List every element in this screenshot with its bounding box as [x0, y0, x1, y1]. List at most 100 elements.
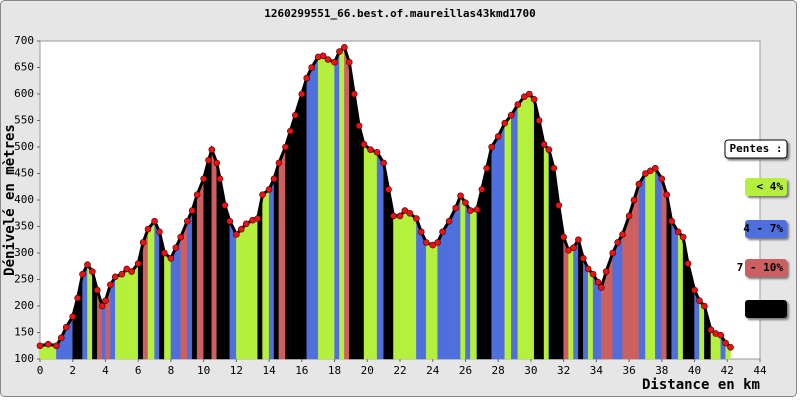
x-tick-label: 40	[688, 364, 701, 377]
profile-line	[39, 44, 732, 349]
x-tick-label: 10	[197, 364, 210, 377]
profile-point	[156, 228, 163, 236]
x-tick-label: 0	[37, 364, 44, 377]
legend-label: 4 - 7%	[743, 222, 783, 235]
profile-point	[501, 119, 509, 127]
slope-segment	[187, 210, 193, 360]
slope-segment	[115, 273, 123, 360]
slope-segment	[650, 167, 656, 360]
slope-segment	[208, 149, 213, 360]
slope-segment	[224, 205, 231, 360]
x-tick-label: 44	[753, 364, 767, 377]
slope-segment	[142, 229, 149, 360]
profile-point	[445, 217, 453, 225]
profile-point	[467, 207, 474, 214]
profile	[39, 46, 731, 360]
profile-point	[74, 294, 81, 302]
slope-segment	[322, 55, 329, 360]
x-tick-label: 28	[492, 364, 505, 377]
x-tick-label: 2	[69, 364, 76, 377]
slope-segment	[470, 209, 478, 360]
legend-swatch	[745, 259, 787, 277]
profile-point	[139, 239, 147, 246]
profile-point	[188, 207, 196, 214]
profile-point	[308, 64, 315, 71]
slope-segment	[533, 99, 540, 360]
x-tick-label: 42	[721, 364, 734, 377]
slope-segment	[421, 231, 427, 360]
profile-point	[717, 331, 725, 339]
profile-point	[69, 313, 77, 320]
y-axis-label: Dénivelé en mètres	[2, 124, 18, 276]
legend-label: < 4%	[757, 180, 784, 193]
profile-point	[550, 164, 558, 172]
slope-segment	[497, 123, 505, 360]
profile-point	[540, 141, 548, 148]
profile-point	[555, 202, 563, 209]
x-tick-label: 22	[393, 364, 406, 377]
profile-point	[331, 58, 338, 66]
slope-segment	[416, 218, 422, 360]
slope-segment	[82, 264, 88, 360]
y-tick-label: 200	[14, 299, 34, 312]
y-tick-label: 150	[14, 326, 34, 339]
slope-segment	[211, 149, 217, 360]
profile-point	[282, 143, 289, 151]
profile-point	[575, 236, 582, 244]
x-tick-label: 12	[230, 364, 243, 377]
slope-segment	[597, 281, 602, 360]
profile-point	[390, 212, 397, 220]
profile-point	[291, 111, 299, 119]
slope-segment	[481, 168, 487, 360]
chart-title: 1260299551_66.best.of.maureillas43kmd170…	[264, 7, 536, 20]
profile-point	[350, 90, 358, 98]
profile-point	[722, 339, 729, 347]
slope-segment	[612, 242, 618, 360]
profile-point	[625, 212, 633, 220]
profile-point	[396, 212, 404, 220]
profile-point	[345, 58, 353, 66]
profile-point	[213, 159, 221, 167]
slope-segment	[121, 268, 127, 360]
slope-segment	[295, 93, 303, 360]
profile-point	[216, 175, 224, 183]
slope-segment	[568, 247, 574, 360]
profile-point	[701, 302, 708, 310]
slope-segment	[101, 299, 106, 360]
legend-swatch	[745, 300, 787, 318]
slope-segment	[524, 93, 530, 360]
profile-point	[597, 284, 605, 291]
profile-point	[373, 149, 381, 156]
profile-point	[535, 117, 543, 124]
y-tick-label: 600	[14, 87, 34, 100]
profile-point	[57, 334, 65, 342]
slope-segment	[170, 247, 177, 360]
slope-segment	[517, 96, 525, 360]
profile-point	[89, 268, 96, 275]
profile-point	[488, 143, 495, 151]
slope-segment	[191, 194, 198, 360]
legend-swatch	[745, 178, 787, 196]
profile-point	[226, 217, 234, 225]
profile-point	[614, 239, 621, 246]
profile-point	[434, 239, 441, 246]
profile-point	[208, 146, 216, 153]
y-tick-label: 100	[14, 352, 34, 365]
slope-segment	[317, 55, 324, 360]
profile-point	[483, 164, 491, 172]
profile-point	[144, 225, 152, 233]
profile-point	[172, 244, 180, 251]
profile-point	[237, 225, 245, 233]
profile-point	[84, 261, 91, 268]
slope-segment	[126, 268, 132, 360]
x-axis-label: Distance en km	[642, 377, 760, 393]
slope-segment	[511, 103, 519, 360]
slope-segment	[409, 212, 417, 360]
profile-point	[696, 297, 703, 305]
profile-point	[452, 204, 459, 212]
slope-segment	[442, 220, 450, 360]
slope-segment	[592, 273, 599, 360]
legend-label: > 10%	[750, 302, 783, 315]
slope-segment	[376, 151, 384, 360]
profile-point	[478, 186, 486, 193]
